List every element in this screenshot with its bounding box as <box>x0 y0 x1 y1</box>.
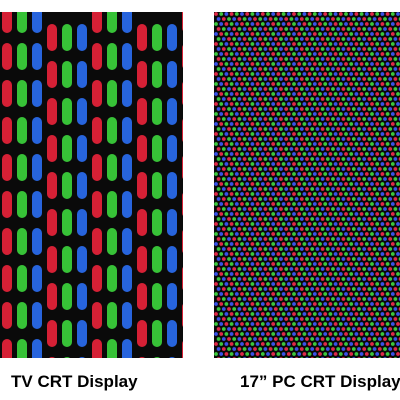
pc-crt-phosphor-image <box>214 12 400 358</box>
pc-phosphor-dot-pattern <box>214 12 400 358</box>
tv-phosphor-slot-pattern <box>2 12 183 358</box>
pc-crt-caption: 17” PC CRT Display <box>240 372 400 391</box>
tv-crt-phosphor-image <box>0 12 183 358</box>
tv-crt-caption: TV CRT Display <box>11 372 138 391</box>
